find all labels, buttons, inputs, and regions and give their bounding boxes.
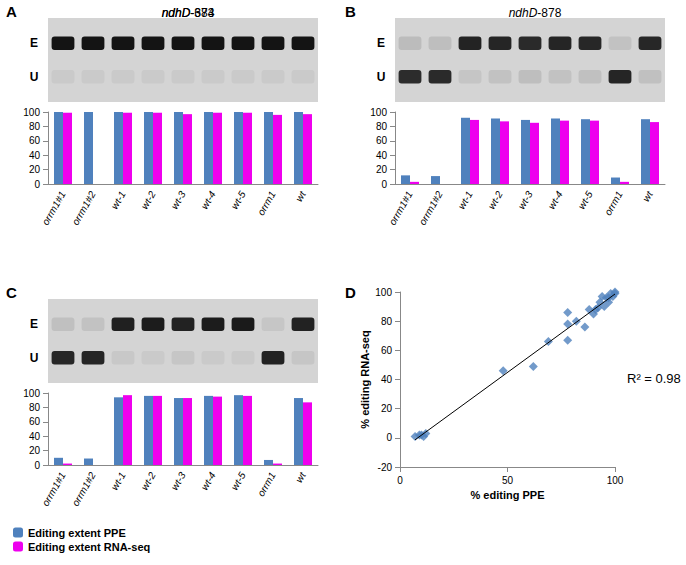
svg-text:wt-2: wt-2	[139, 189, 158, 211]
svg-text:U: U	[377, 70, 386, 84]
svg-text:20: 20	[381, 403, 393, 414]
svg-text:U: U	[30, 70, 39, 84]
svg-text:E: E	[30, 36, 38, 50]
svg-text:wt-5: wt-5	[229, 470, 248, 492]
svg-text:Editing extent PPE: Editing extent PPE	[28, 527, 126, 539]
svg-text:60: 60	[29, 135, 41, 146]
svg-text:orrm1#1: orrm1#1	[40, 470, 68, 508]
svg-text:40: 40	[376, 150, 388, 161]
svg-text:orrm1: orrm1	[602, 189, 625, 217]
svg-text:orrm1: orrm1	[255, 470, 278, 498]
svg-text:D: D	[345, 284, 356, 301]
svg-text:wt: wt	[293, 469, 308, 484]
svg-text:wt-2: wt-2	[139, 470, 158, 492]
svg-text:0: 0	[397, 475, 403, 486]
svg-text:0: 0	[386, 432, 392, 443]
svg-text:0: 0	[34, 179, 40, 190]
svg-text:R² = 0.98: R² = 0.98	[627, 371, 681, 386]
svg-text:wt-1: wt-1	[109, 470, 128, 492]
svg-text:wt-1: wt-1	[456, 189, 475, 211]
svg-text:wt-3: wt-3	[169, 189, 188, 211]
svg-text:wt-4: wt-4	[199, 189, 218, 211]
svg-text:A: A	[6, 3, 17, 20]
svg-text:40: 40	[29, 150, 41, 161]
svg-text:% editing PPE: % editing PPE	[471, 489, 545, 501]
svg-text:wt-3: wt-3	[169, 470, 188, 492]
svg-text:80: 80	[29, 121, 41, 132]
svg-text:E: E	[377, 36, 385, 50]
svg-text:wt-5: wt-5	[576, 189, 595, 211]
svg-text:Editing extent RNA-seq: Editing extent RNA-seq	[28, 541, 150, 553]
svg-text:wt: wt	[293, 188, 308, 203]
svg-text:wt-5: wt-5	[229, 189, 248, 211]
svg-text:60: 60	[381, 345, 393, 356]
svg-text:orrm1#1: orrm1#1	[40, 189, 68, 227]
svg-text:20: 20	[29, 445, 41, 456]
svg-text:orrm1: orrm1	[255, 189, 278, 217]
svg-text:40: 40	[29, 431, 41, 442]
svg-text:20: 20	[376, 164, 388, 175]
svg-text:0: 0	[34, 460, 40, 471]
svg-text:ndhD: ndhD	[162, 6, 191, 20]
svg-text:60: 60	[29, 416, 41, 427]
svg-text:-20: -20	[378, 462, 393, 473]
svg-text:ndhD: ndhD	[162, 6, 191, 20]
svg-text:100: 100	[23, 388, 40, 399]
svg-text:wt-2: wt-2	[486, 189, 505, 211]
svg-text:orrm1#2: orrm1#2	[70, 189, 98, 227]
svg-text:60: 60	[376, 135, 388, 146]
svg-text:50: 50	[502, 475, 514, 486]
svg-text:wt-1: wt-1	[109, 189, 128, 211]
svg-text:E: E	[30, 317, 38, 331]
svg-text:wt-4: wt-4	[199, 470, 218, 492]
svg-text:B: B	[345, 3, 356, 20]
svg-text:-878: -878	[537, 6, 561, 20]
svg-text:wt-4: wt-4	[546, 189, 565, 211]
svg-text:wt-3: wt-3	[516, 189, 535, 211]
svg-text:100: 100	[370, 107, 387, 118]
svg-text:-674: -674	[190, 6, 214, 20]
svg-text:orrm1#2: orrm1#2	[417, 189, 445, 227]
svg-text:40: 40	[381, 374, 393, 385]
svg-text:100: 100	[607, 475, 624, 486]
svg-text:80: 80	[376, 121, 388, 132]
svg-text:20: 20	[29, 164, 41, 175]
svg-text:ndhD: ndhD	[509, 6, 538, 20]
svg-text:C: C	[6, 284, 17, 301]
svg-text:-383: -383	[190, 6, 214, 20]
svg-text:100: 100	[23, 107, 40, 118]
svg-text:orrm1#1: orrm1#1	[387, 189, 415, 227]
svg-text:% editing RNA-seq: % editing RNA-seq	[359, 330, 371, 428]
svg-text:wt: wt	[640, 188, 655, 203]
svg-text:80: 80	[29, 402, 41, 413]
svg-text:orrm1#2: orrm1#2	[70, 470, 98, 508]
svg-text:U: U	[30, 351, 39, 365]
svg-text:100: 100	[375, 287, 392, 298]
svg-text:0: 0	[381, 179, 387, 190]
svg-text:80: 80	[381, 316, 393, 327]
